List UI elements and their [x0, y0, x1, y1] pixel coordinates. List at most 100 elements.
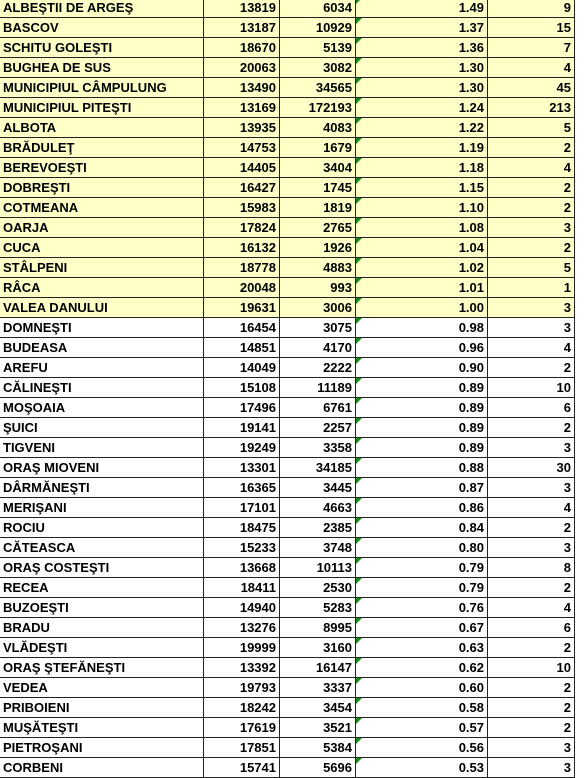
table-row: COTMEANA 15983 1819 1.10 2: [0, 198, 575, 218]
table-row: MERIŞANI 17101 4663 0.86 4: [0, 498, 575, 518]
number-cell: 2: [488, 418, 575, 438]
ratio-cell: 1.02: [356, 258, 488, 278]
number-cell: 2: [488, 518, 575, 538]
number-cell: 3160: [280, 638, 356, 658]
number-cell: 4083: [280, 118, 356, 138]
ratio-cell: 1.00: [356, 298, 488, 318]
number-cell: 3075: [280, 318, 356, 338]
table-row: RECEA 18411 2530 0.79 2: [0, 578, 575, 598]
number-cell: 15: [488, 18, 575, 38]
number-cell: 18778: [204, 258, 280, 278]
name-cell: CĂTEASCA: [0, 538, 204, 558]
table-row: TIGVENI 19249 3358 0.89 3: [0, 438, 575, 458]
ratio-cell: 0.76: [356, 598, 488, 618]
number-cell: 4: [488, 158, 575, 178]
name-cell: CĂLINEŞTI: [0, 378, 204, 398]
table-row: BUGHEA DE SUS 20063 3082 1.30 4: [0, 58, 575, 78]
table-row: MOŞOAIA 17496 6761 0.89 6: [0, 398, 575, 418]
table-row: AREFU 14049 2222 0.90 2: [0, 358, 575, 378]
table-row: PIETROŞANI 17851 5384 0.56 3: [0, 738, 575, 758]
name-cell: MUNICIPIUL PITEŞTI: [0, 98, 204, 118]
number-cell: 13169: [204, 98, 280, 118]
number-cell: 45: [488, 78, 575, 98]
ratio-cell: 0.60: [356, 678, 488, 698]
table-row: ŞUICI 19141 2257 0.89 2: [0, 418, 575, 438]
name-cell: COTMEANA: [0, 198, 204, 218]
name-cell: CUCA: [0, 238, 204, 258]
number-cell: 19249: [204, 438, 280, 458]
number-cell: 3521: [280, 718, 356, 738]
name-cell: TIGVENI: [0, 438, 204, 458]
name-cell: MUNICIPIUL CÂMPULUNG: [0, 78, 204, 98]
number-cell: 2: [488, 678, 575, 698]
number-cell: 2: [488, 178, 575, 198]
table-row: BUDEASA 14851 4170 0.96 4: [0, 338, 575, 358]
number-cell: 2530: [280, 578, 356, 598]
ratio-cell: 1.01: [356, 278, 488, 298]
name-cell: PIETROŞANI: [0, 738, 204, 758]
ratio-cell: 0.57: [356, 718, 488, 738]
name-cell: RECEA: [0, 578, 204, 598]
number-cell: 19631: [204, 298, 280, 318]
table-row: ORAŞ MIOVENI 13301 34185 0.88 30: [0, 458, 575, 478]
number-cell: 3454: [280, 698, 356, 718]
ratio-cell: 1.15: [356, 178, 488, 198]
number-cell: 3404: [280, 158, 356, 178]
number-cell: 2: [488, 578, 575, 598]
table-row: CORBENI 15741 5696 0.53 3: [0, 758, 575, 778]
number-cell: 6034: [280, 0, 356, 18]
number-cell: 13301: [204, 458, 280, 478]
name-cell: ALBOTA: [0, 118, 204, 138]
number-cell: 16365: [204, 478, 280, 498]
table-row: VLĂDEŞTI 19999 3160 0.63 2: [0, 638, 575, 658]
ratio-cell: 1.10: [356, 198, 488, 218]
ratio-cell: 1.49: [356, 0, 488, 18]
name-cell: OARJA: [0, 218, 204, 238]
name-cell: DOBREŞTI: [0, 178, 204, 198]
ratio-cell: 0.87: [356, 478, 488, 498]
ratio-cell: 1.24: [356, 98, 488, 118]
name-cell: MERIŞANI: [0, 498, 204, 518]
ratio-cell: 0.89: [356, 438, 488, 458]
number-cell: 18475: [204, 518, 280, 538]
number-cell: 17851: [204, 738, 280, 758]
table-row: DOMNEŞTI 16454 3075 0.98 3: [0, 318, 575, 338]
table-row: CUCA 16132 1926 1.04 2: [0, 238, 575, 258]
name-cell: RÂCA: [0, 278, 204, 298]
number-cell: 13819: [204, 0, 280, 18]
table-row: ORAŞ ŞTEFĂNEŞTI 13392 16147 0.62 10: [0, 658, 575, 678]
number-cell: 15741: [204, 758, 280, 778]
number-cell: 4883: [280, 258, 356, 278]
number-cell: 1: [488, 278, 575, 298]
number-cell: 18411: [204, 578, 280, 598]
table-row: CĂLINEŞTI 15108 11189 0.89 10: [0, 378, 575, 398]
table-row: MUŞĂTEŞTI 17619 3521 0.57 2: [0, 718, 575, 738]
table-row: BEREVOEŞTI 14405 3404 1.18 4: [0, 158, 575, 178]
ratio-cell: 1.36: [356, 38, 488, 58]
name-cell: AREFU: [0, 358, 204, 378]
number-cell: 17824: [204, 218, 280, 238]
number-cell: 13668: [204, 558, 280, 578]
number-cell: 4: [488, 498, 575, 518]
name-cell: BRADU: [0, 618, 204, 638]
table-row: ROCIU 18475 2385 0.84 2: [0, 518, 575, 538]
number-cell: 10: [488, 658, 575, 678]
number-cell: 19141: [204, 418, 280, 438]
number-cell: 17101: [204, 498, 280, 518]
number-cell: 13276: [204, 618, 280, 638]
number-cell: 1745: [280, 178, 356, 198]
table-row: VALEA DANULUI 19631 3006 1.00 3: [0, 298, 575, 318]
number-cell: 3006: [280, 298, 356, 318]
number-cell: 16147: [280, 658, 356, 678]
number-cell: 1679: [280, 138, 356, 158]
number-cell: 3: [488, 438, 575, 458]
number-cell: 13187: [204, 18, 280, 38]
number-cell: 14405: [204, 158, 280, 178]
number-cell: 172193: [280, 98, 356, 118]
number-cell: 5: [488, 118, 575, 138]
number-cell: 2: [488, 698, 575, 718]
number-cell: 20048: [204, 278, 280, 298]
name-cell: BASCOV: [0, 18, 204, 38]
name-cell: ROCIU: [0, 518, 204, 538]
table-row: DÂRMĂNEŞTI 16365 3445 0.87 3: [0, 478, 575, 498]
